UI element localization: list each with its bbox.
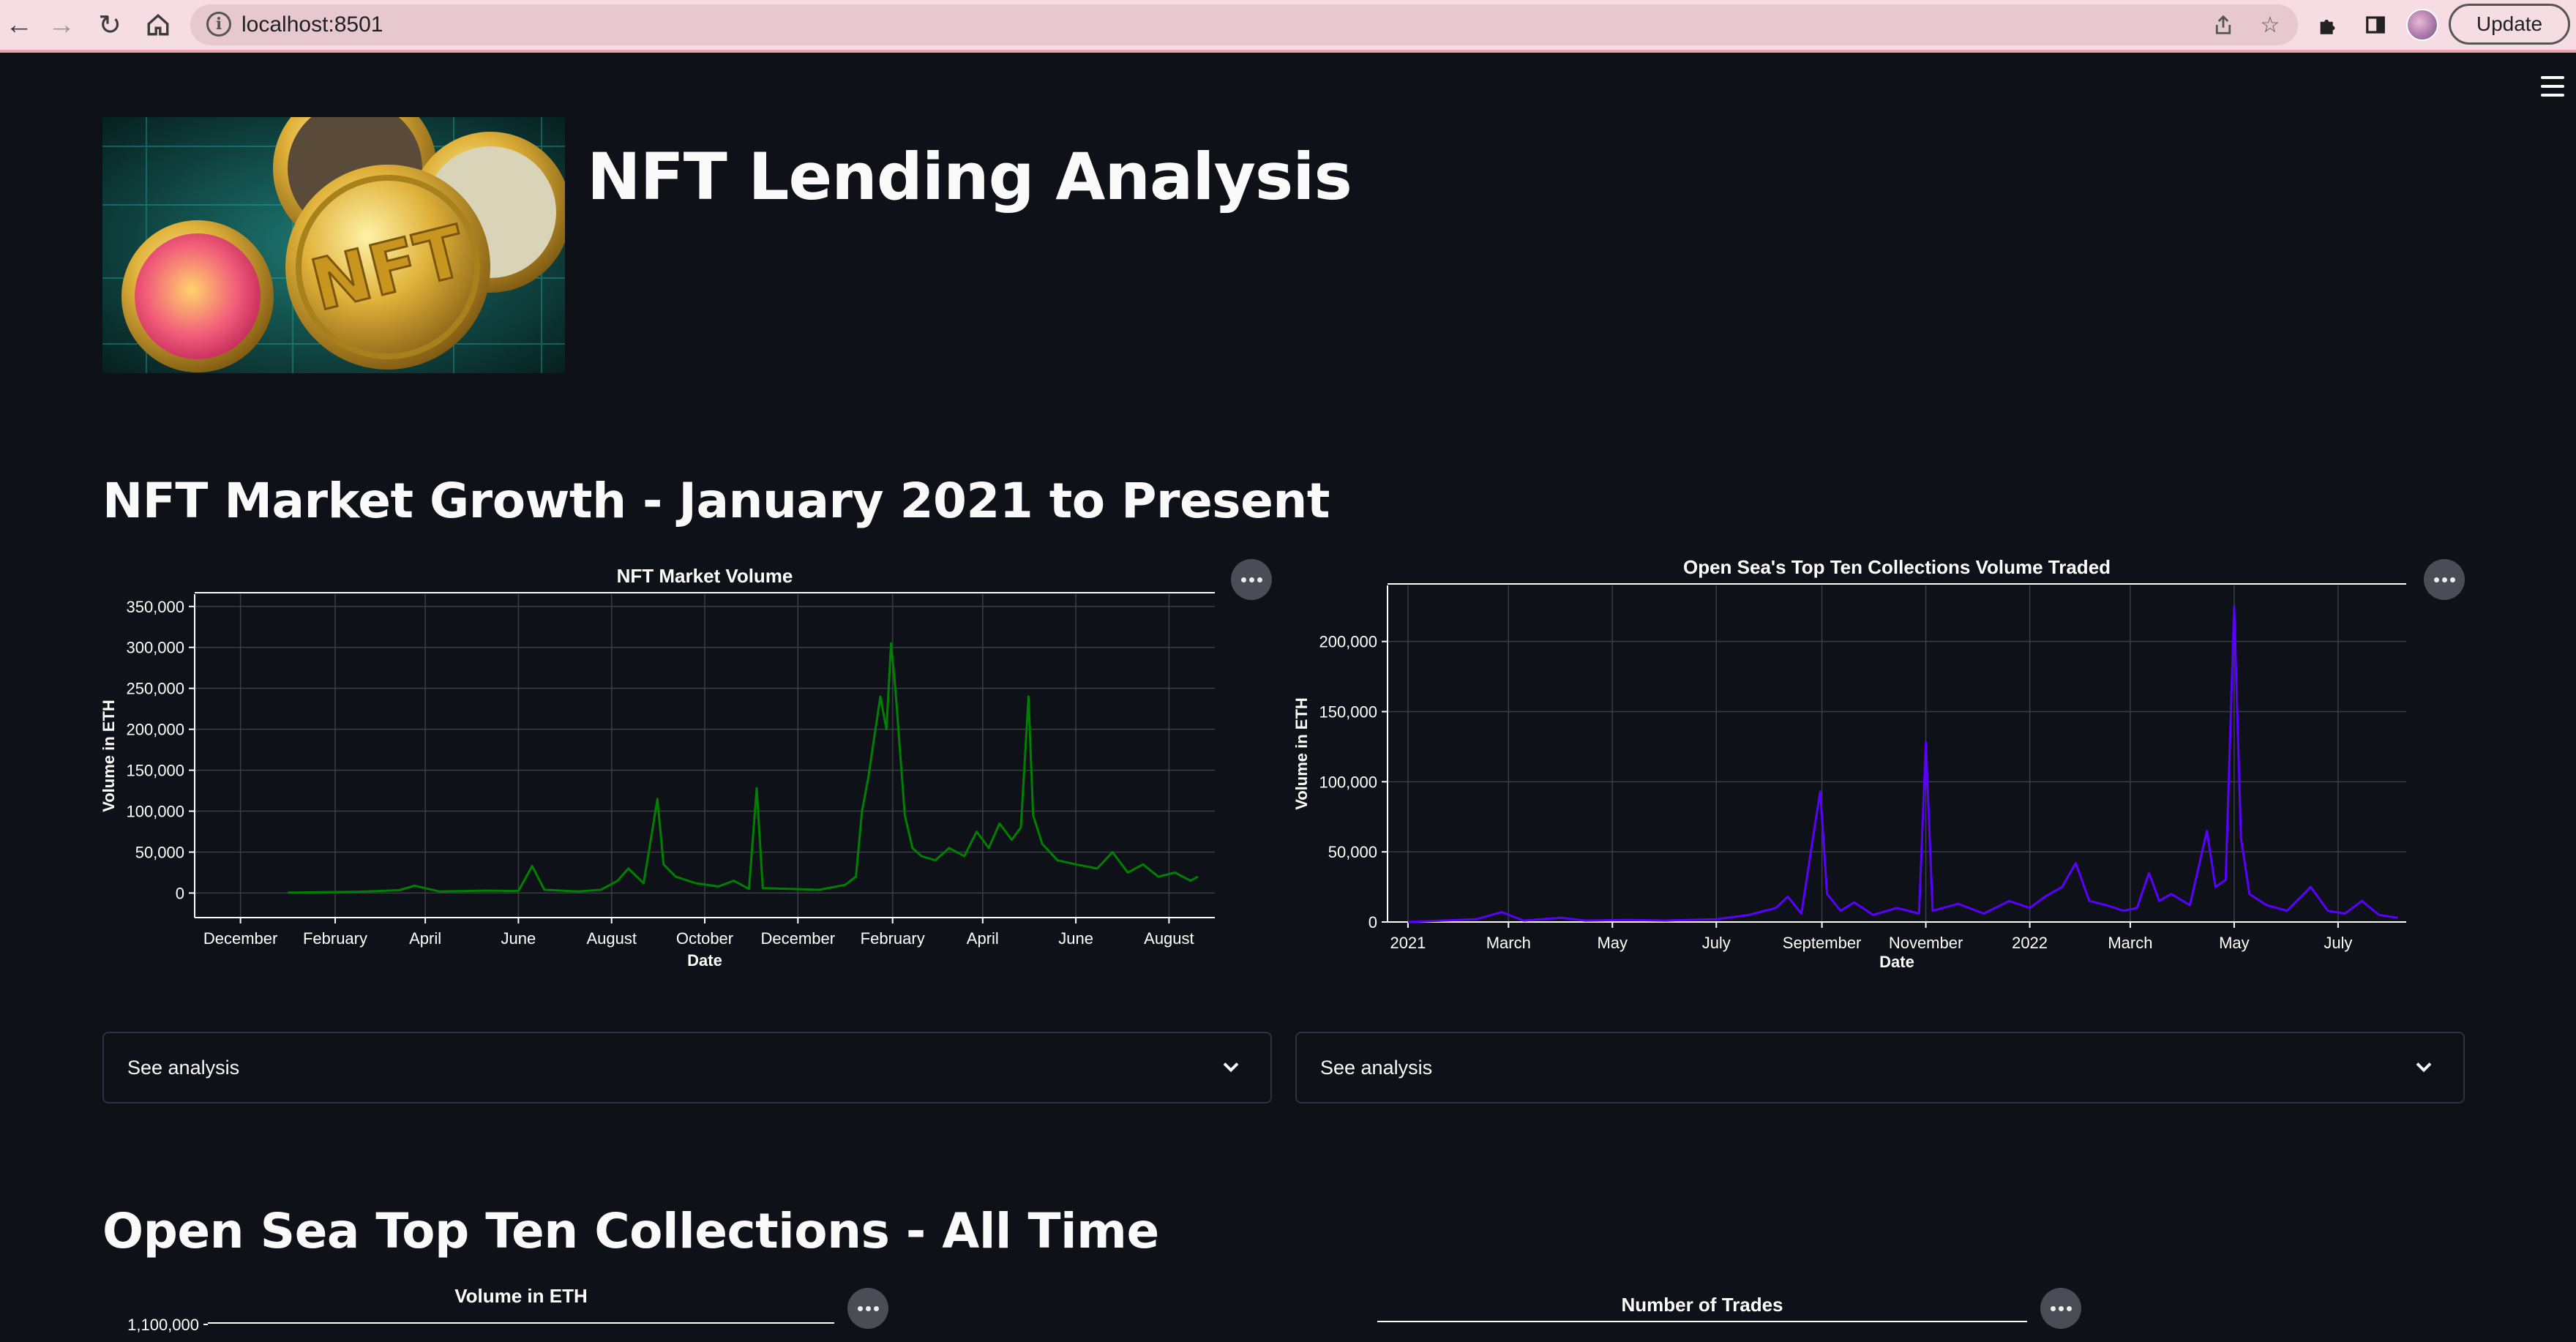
- profile-avatar[interactable]: [2406, 9, 2438, 41]
- x-tick-label: June: [1058, 929, 1093, 948]
- x-tick-label: December: [203, 929, 277, 948]
- x-axis-label: Date: [1879, 953, 1914, 971]
- x-tick-label: December: [761, 929, 835, 948]
- x-axis-label: Date: [687, 951, 722, 970]
- home-icon[interactable]: [139, 6, 177, 44]
- chart-title: Volume in ETH: [454, 1285, 588, 1307]
- update-button[interactable]: Update: [2449, 4, 2570, 45]
- site-info-icon[interactable]: i: [206, 12, 231, 37]
- see-analysis-expander[interactable]: See analysis: [1295, 1032, 2465, 1103]
- y-tick-label: 50,000: [135, 843, 184, 861]
- section-title-top-ten: Open Sea Top Ten Collections - All Time: [102, 1203, 1159, 1259]
- number-of-trades-chart: Number of Trades: [1368, 1282, 2042, 1342]
- y-axis-label: Volume in ETH: [1292, 697, 1311, 810]
- x-tick-label: February: [861, 929, 925, 948]
- y-tick-label: 150,000: [1319, 703, 1377, 721]
- browser-toolbar: ← → ↻ i localhost:8501 ☆ Update: [0, 0, 2576, 53]
- x-tick-label: May: [2219, 934, 2250, 952]
- y-tick-label: 200,000: [126, 721, 184, 739]
- url-text: localhost:8501: [242, 12, 383, 37]
- expander-label: See analysis: [127, 1057, 240, 1079]
- y-tick-label: 0: [176, 884, 184, 902]
- side-panel-icon[interactable]: [2359, 9, 2392, 41]
- chart-title: Open Sea's Top Ten Collections Volume Tr…: [1683, 556, 2111, 578]
- y-tick-label: 0: [1368, 913, 1377, 931]
- chevron-down-icon: [1223, 1062, 1239, 1073]
- x-tick-label: October: [676, 929, 733, 948]
- x-tick-label: 2021: [1390, 934, 1426, 952]
- chart-options-menu-button[interactable]: [847, 1288, 888, 1329]
- y-tick-label: 100,000: [126, 803, 184, 821]
- back-icon[interactable]: ←: [5, 9, 33, 40]
- y-tick-label: 200,000: [1319, 633, 1377, 651]
- hero-image: NFT: [102, 117, 565, 373]
- opensea-top-ten-svg: Open Sea's Top Ten Collections Volume Tr…: [1292, 556, 2406, 971]
- x-tick-label: April: [967, 929, 999, 948]
- address-bar[interactable]: i localhost:8501 ☆: [190, 4, 2298, 45]
- y-tick-label: 300,000: [126, 639, 184, 657]
- series-line: [1407, 605, 2398, 923]
- share-icon[interactable]: [2210, 12, 2236, 38]
- x-tick-label: February: [303, 929, 367, 948]
- y-tick-label: 150,000: [126, 762, 184, 780]
- chart-options-menu-button[interactable]: [2424, 559, 2465, 600]
- series-line: [288, 642, 1199, 894]
- x-tick-label: March: [2108, 934, 2152, 952]
- volume-in-eth-chart: Volume in ETH 1,100,000: [102, 1273, 864, 1342]
- section-title-market-growth: NFT Market Growth - January 2021 to Pres…: [102, 473, 1330, 529]
- chart-title: NFT Market Volume: [617, 565, 793, 587]
- opensea-top-ten-chart: Open Sea's Top Ten Collections Volume Tr…: [1288, 549, 2415, 981]
- bookmark-star-icon[interactable]: ☆: [2260, 12, 2280, 37]
- x-tick-label: March: [1486, 934, 1531, 952]
- chart-options-menu-button[interactable]: [1231, 559, 1272, 600]
- x-tick-label: 2022: [2012, 934, 2048, 952]
- chevron-down-icon: [2416, 1062, 2432, 1073]
- volume-in-eth-svg: Volume in ETH 1,100,000: [127, 1285, 834, 1334]
- x-tick-label: July: [2324, 934, 2352, 952]
- x-tick-label: May: [1597, 934, 1628, 952]
- hamburger-menu-icon[interactable]: [2541, 76, 2564, 97]
- nft-coins-illustration: NFT: [102, 117, 565, 373]
- expander-label: See analysis: [1320, 1057, 1433, 1079]
- y-tick-label: 1,100,000: [127, 1316, 199, 1334]
- number-of-trades-svg: Number of Trades: [1377, 1294, 2027, 1322]
- y-tick-label: 50,000: [1328, 843, 1377, 861]
- y-axis-label: Volume in ETH: [100, 700, 118, 812]
- x-tick-label: April: [409, 929, 441, 948]
- see-analysis-expander[interactable]: See analysis: [102, 1032, 1272, 1103]
- y-tick-label: 350,000: [126, 598, 184, 616]
- nft-market-volume-chart: NFT Market Volume 0 50,000 100,000 150,000 20…: [95, 556, 1237, 981]
- chart-options-menu-button[interactable]: [2040, 1288, 2081, 1329]
- x-tick-label: September: [1783, 934, 1862, 952]
- forward-icon[interactable]: →: [48, 9, 75, 40]
- x-tick-label: November: [1889, 934, 1963, 952]
- nft-market-volume-svg: NFT Market Volume 0 50,000 100,000 150,000 20…: [100, 565, 1215, 970]
- chart-title: Number of Trades: [1621, 1294, 1783, 1316]
- page-title: NFT Lending Analysis: [587, 139, 1352, 214]
- x-tick-label: June: [501, 929, 536, 948]
- x-tick-label: August: [1144, 929, 1194, 948]
- y-tick-label: 100,000: [1319, 773, 1377, 791]
- reload-icon[interactable]: ↻: [98, 10, 121, 41]
- y-tick-label: 250,000: [126, 680, 184, 698]
- extensions-icon[interactable]: [2313, 9, 2345, 41]
- x-tick-label: July: [1702, 934, 1731, 952]
- x-tick-label: August: [586, 929, 637, 948]
